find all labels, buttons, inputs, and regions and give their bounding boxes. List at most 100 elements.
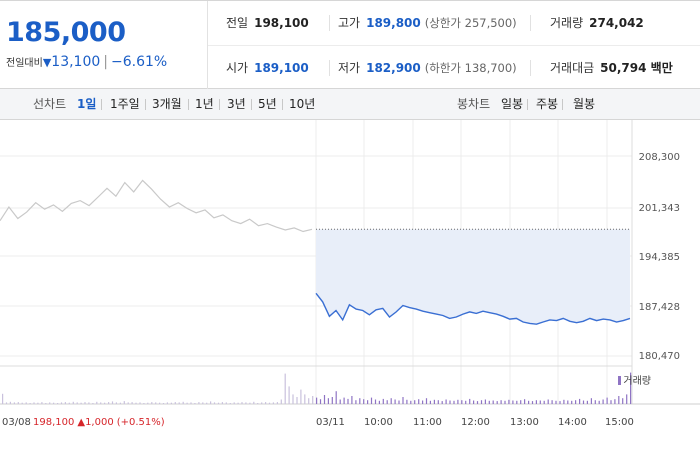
change-divider: | [103, 54, 108, 70]
volume-bar [221, 402, 223, 404]
price-box: 185,000 전일대비▼13,100 | −6.61% [0, 1, 208, 89]
high-cell: 고가 189,800 (상한가 257,500) [338, 1, 517, 45]
volume-bar [284, 373, 286, 404]
volume-bar [567, 400, 569, 404]
period-10year-tab[interactable]: 10년 [289, 97, 316, 111]
volume-bar [582, 400, 585, 404]
volume-bar [555, 400, 557, 404]
volume-bar [104, 402, 106, 404]
volume-bar [308, 398, 310, 404]
volume-bar [606, 397, 608, 404]
y-tick-label: 180,470 [639, 351, 680, 362]
price-chart: 208,300 201,343 194,385 187,428 180,470 … [0, 120, 700, 450]
volume-bar [84, 402, 86, 404]
volume-bar [449, 400, 451, 404]
volume-bar [347, 398, 349, 404]
volume-bar [465, 400, 467, 404]
volume-bar [17, 402, 19, 404]
volume-bar [72, 401, 74, 404]
volume-bar [131, 402, 133, 404]
volume-bar [579, 398, 581, 404]
volume-bar [194, 403, 196, 404]
price-change: 전일대비▼13,100 | −6.61% [6, 54, 167, 70]
volume-bar [488, 400, 490, 404]
volume-bar [225, 402, 227, 404]
volume-bar [13, 402, 15, 404]
volume-bar [261, 402, 263, 404]
volume-bar [327, 398, 329, 404]
prev-day-change: 1,000 [85, 417, 114, 428]
volume-bar [323, 395, 326, 404]
volume-bar [386, 400, 388, 404]
daily-candle-tab[interactable]: 일봉 [501, 97, 524, 111]
volume-bar [2, 393, 4, 404]
period-5year-tab[interactable]: 5년 [258, 97, 277, 111]
chart-toolbar: 선차트 1일 1주일 3개월 1년 3년 5년 10년 봉차트 일봉 주봉 월봉 [0, 89, 700, 120]
volume-bar [249, 402, 251, 404]
volume-bar [241, 402, 243, 404]
volume-bar [147, 402, 149, 404]
prev-close-label: 전일 [226, 16, 249, 30]
volume-bar [590, 398, 592, 404]
volume-bar [425, 398, 428, 404]
volume-bar [80, 402, 82, 404]
tab-divider [527, 99, 528, 110]
volume-bar [618, 396, 620, 404]
volume-bar [414, 400, 416, 404]
volume-bar [53, 402, 55, 404]
price-chart-svg: 208,300 201,343 194,385 187,428 180,470 … [0, 120, 700, 428]
volume-bar [29, 403, 31, 404]
volume-bar [563, 399, 565, 404]
upper-limit: (상한가 257,500) [424, 16, 517, 30]
volume-bar [288, 386, 290, 404]
volume-bar [586, 400, 588, 404]
period-3month-tab[interactable]: 3개월 [152, 97, 182, 111]
volume-bar [630, 372, 632, 404]
volume-bar [37, 402, 39, 404]
volume-bar [213, 402, 216, 404]
period-1week-tab[interactable]: 1주일 [110, 97, 140, 111]
volume-bar [602, 399, 604, 404]
volume-legend-label: 거래량 [623, 376, 651, 387]
volume-bar [571, 400, 573, 404]
low-cell: 저가 182,900 (하한가 138,700) [338, 46, 517, 90]
weekly-candle-tab[interactable]: 주봉 [536, 97, 559, 111]
volume-bar [339, 399, 341, 404]
y-tick-label: 194,385 [639, 252, 680, 263]
volume-bar [108, 402, 110, 404]
period-1year-tab[interactable]: 1년 [195, 97, 214, 111]
volume-bar [335, 391, 337, 404]
down-arrow-icon: ▼ [42, 56, 52, 69]
stat-divider [530, 15, 531, 31]
change-value: 13,100 [51, 54, 101, 70]
volume-bar [111, 401, 114, 404]
volume-bar [253, 401, 255, 404]
volume-bar [496, 401, 498, 404]
volume-bar [457, 399, 459, 404]
period-3year-tab[interactable]: 3년 [227, 97, 246, 111]
tab-divider [562, 99, 563, 110]
monthly-candle-tab[interactable]: 월봉 [573, 97, 596, 111]
volume-bar [543, 400, 545, 404]
x-tick-label: 15:00 [605, 417, 634, 428]
stats-row-1: 전일 198,100 고가 189,800 (상한가 257,500) 거래량 274,… [208, 1, 700, 45]
stat-divider [530, 60, 531, 76]
volume-bar [139, 402, 141, 404]
period-1day-tab[interactable]: 1일 [77, 97, 97, 111]
prev-close-cell: 전일 198,100 [226, 1, 309, 45]
volume-bar [9, 401, 11, 404]
volume-bar [359, 398, 361, 404]
volume-legend: 거래량 [618, 372, 651, 387]
volume-bar [433, 399, 435, 404]
x-tick-label: 14:00 [558, 417, 587, 428]
price-lines [0, 179, 631, 325]
volume-bar [461, 400, 463, 404]
tab-divider [188, 99, 189, 110]
y-tick-label: 187,428 [639, 302, 680, 313]
volume-bar [453, 400, 455, 404]
volume-bar [343, 397, 345, 404]
volume-legend-swatch [618, 376, 622, 385]
volume-bar [304, 394, 306, 404]
volume-bar [123, 401, 125, 404]
line-chart-label: 선차트 [33, 97, 67, 111]
